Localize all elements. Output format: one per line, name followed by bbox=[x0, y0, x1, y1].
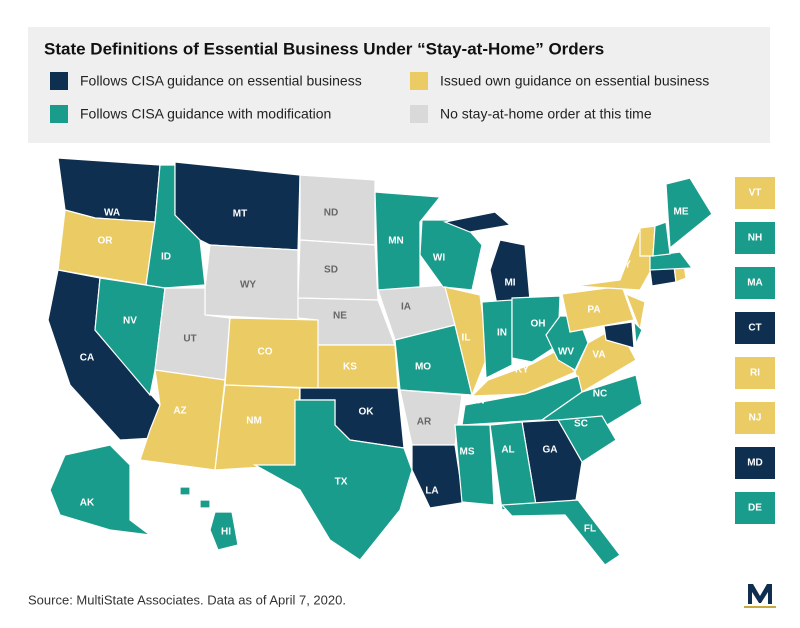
svg-text:AZ: AZ bbox=[173, 406, 186, 417]
svg-text:MI: MI bbox=[504, 278, 515, 289]
inset-state: NJ bbox=[735, 402, 775, 434]
state bbox=[633, 320, 643, 345]
state: IN bbox=[481, 299, 513, 379]
svg-text:GA: GA bbox=[543, 445, 558, 456]
svg-text:CO: CO bbox=[258, 347, 273, 358]
state: AR bbox=[399, 389, 463, 446]
svg-text:ME: ME bbox=[674, 207, 689, 218]
state: MI bbox=[442, 211, 531, 306]
svg-text:WA: WA bbox=[104, 208, 120, 219]
state: SD bbox=[297, 239, 379, 301]
legend-item: Issued own guidance on essential busines… bbox=[410, 72, 709, 90]
svg-text:AL: AL bbox=[501, 445, 514, 456]
svg-text:AK: AK bbox=[80, 498, 95, 509]
state: ND bbox=[299, 174, 376, 246]
inset-state: MD bbox=[735, 447, 775, 479]
svg-text:VA: VA bbox=[592, 350, 605, 361]
svg-text:IL: IL bbox=[462, 333, 471, 344]
svg-text:VT: VT bbox=[749, 188, 762, 199]
inset-state: VT bbox=[735, 177, 775, 209]
svg-text:NV: NV bbox=[123, 316, 137, 327]
svg-text:ND: ND bbox=[324, 208, 338, 219]
svg-text:AR: AR bbox=[417, 417, 432, 428]
inset-state: MA bbox=[735, 267, 775, 299]
svg-text:NY: NY bbox=[617, 260, 631, 271]
svg-text:RI: RI bbox=[750, 368, 760, 379]
state bbox=[624, 292, 646, 333]
svg-text:ID: ID bbox=[161, 252, 171, 263]
state: IL bbox=[444, 286, 489, 397]
legend-panel bbox=[28, 27, 770, 143]
svg-text:OK: OK bbox=[359, 407, 375, 418]
svg-text:MN: MN bbox=[388, 236, 404, 247]
legend-item: No stay-at-home order at this time bbox=[410, 105, 652, 123]
state: WY bbox=[204, 244, 299, 321]
state: MS bbox=[454, 424, 495, 506]
svg-text:OR: OR bbox=[98, 236, 114, 247]
logo bbox=[744, 584, 776, 608]
svg-text:OH: OH bbox=[531, 319, 546, 330]
svg-text:NH: NH bbox=[748, 233, 762, 244]
svg-text:PA: PA bbox=[587, 305, 600, 316]
svg-text:Follows CISA guidance with mod: Follows CISA guidance with modification bbox=[80, 106, 331, 122]
svg-text:DE: DE bbox=[748, 503, 762, 514]
svg-text:IN: IN bbox=[497, 328, 507, 339]
state: OH bbox=[511, 295, 561, 363]
svg-text:MA: MA bbox=[747, 278, 763, 289]
state: KS bbox=[317, 344, 399, 389]
svg-text:MT: MT bbox=[233, 209, 247, 220]
svg-text:MS: MS bbox=[460, 447, 475, 458]
svg-text:SC: SC bbox=[574, 419, 588, 430]
svg-text:NJ: NJ bbox=[749, 413, 762, 424]
svg-text:CT: CT bbox=[748, 323, 761, 334]
inset-state: RI bbox=[735, 357, 775, 389]
state: NM bbox=[214, 384, 301, 471]
svg-text:IA: IA bbox=[401, 302, 411, 313]
svg-text:UT: UT bbox=[183, 334, 196, 345]
state: HI bbox=[179, 486, 239, 551]
svg-text:SD: SD bbox=[324, 265, 338, 276]
svg-text:MO: MO bbox=[415, 362, 431, 373]
legend-item: Follows CISA guidance on essential busin… bbox=[50, 72, 362, 90]
state: TX bbox=[252, 399, 413, 561]
svg-text:LA: LA bbox=[425, 486, 438, 497]
svg-text:Issued own guidance on essenti: Issued own guidance on essential busines… bbox=[440, 73, 709, 89]
svg-text:KY: KY bbox=[515, 365, 529, 376]
svg-text:TX: TX bbox=[335, 477, 348, 488]
svg-text:WV: WV bbox=[558, 347, 574, 358]
svg-text:NC: NC bbox=[593, 389, 607, 400]
svg-text:HI: HI bbox=[221, 527, 231, 538]
state: AK bbox=[49, 444, 153, 536]
state: PA bbox=[561, 285, 635, 333]
svg-text:NE: NE bbox=[333, 311, 347, 322]
svg-text:MD: MD bbox=[747, 458, 763, 469]
state bbox=[603, 321, 635, 349]
state: ME bbox=[665, 177, 713, 250]
legend-item: Follows CISA guidance with modification bbox=[50, 105, 331, 123]
svg-text:FL: FL bbox=[584, 524, 596, 535]
state: FL bbox=[500, 499, 621, 566]
inset-state: NH bbox=[735, 222, 775, 254]
inset-state: DE bbox=[735, 492, 775, 524]
svg-text:WY: WY bbox=[240, 280, 256, 291]
source: Source: MultiState Associates. Data as o… bbox=[28, 592, 346, 607]
state bbox=[652, 221, 671, 257]
svg-text:TN: TN bbox=[471, 396, 484, 407]
svg-text:WI: WI bbox=[433, 253, 445, 264]
svg-text:NM: NM bbox=[246, 416, 262, 427]
title: State Definitions of Essential Business … bbox=[44, 39, 604, 58]
map: WA OR CA NV ID MT WY UT AZ CO NM ND SD N… bbox=[47, 157, 713, 566]
inset-list: VT NH MA CT RI NJ MD DE bbox=[735, 177, 775, 524]
svg-text:Follows CISA guidance on essen: Follows CISA guidance on essential busin… bbox=[80, 73, 362, 89]
svg-text:CA: CA bbox=[80, 353, 94, 364]
svg-text:KS: KS bbox=[343, 362, 357, 373]
inset-state: CT bbox=[735, 312, 775, 344]
svg-text:No stay-at-home order at this: No stay-at-home order at this time bbox=[440, 106, 652, 122]
state: CO bbox=[224, 317, 321, 389]
